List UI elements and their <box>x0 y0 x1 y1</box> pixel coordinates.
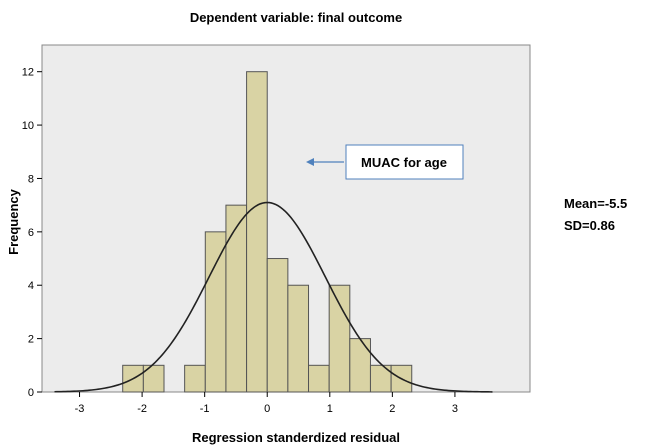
x-tick-label: 2 <box>389 403 395 415</box>
y-tick-label: 10 <box>22 120 34 132</box>
stats-sd: SD=0.86 <box>564 218 615 233</box>
annotation-label: MUAC for age <box>361 155 447 170</box>
chart-title: Dependent variable: final outcome <box>190 10 402 25</box>
x-tick-label: -1 <box>200 403 210 415</box>
x-tick-label: 3 <box>452 403 458 415</box>
histogram-bar <box>204 231 227 393</box>
normal-curve <box>54 201 493 393</box>
arrowhead-icon <box>306 158 314 166</box>
x-tick-label: 0 <box>264 403 270 415</box>
annotation-box <box>345 144 464 180</box>
y-tick-label: 2 <box>28 334 34 346</box>
y-tick-label: 12 <box>22 67 34 79</box>
stats-mean: Mean=-5.5 <box>564 196 627 211</box>
histogram-bar <box>266 258 289 393</box>
histogram-bar <box>184 364 206 393</box>
x-tick-label: -2 <box>137 403 147 415</box>
histogram-bar <box>287 284 310 393</box>
y-axis: 0 2 4 6 8 10 12 <box>22 67 42 399</box>
x-axis-label: Regression standerdized residual <box>192 430 400 445</box>
y-axis-label: Frequency <box>6 188 21 255</box>
histogram-bar <box>225 204 248 393</box>
histogram-bar <box>349 338 371 393</box>
y-tick-label: 8 <box>28 173 34 185</box>
x-tick-label: 1 <box>327 403 333 415</box>
histogram-bar <box>246 71 268 393</box>
x-tick-label: -3 <box>75 403 85 415</box>
y-tick-label: 0 <box>28 387 34 399</box>
y-tick-label: 6 <box>28 227 34 239</box>
histogram-bar <box>328 284 351 393</box>
x-axis: -3 -2 -1 0 1 2 3 <box>75 392 458 415</box>
annotation-callout: MUAC for age <box>306 144 464 180</box>
histogram-bar <box>308 364 330 393</box>
histogram-bars <box>122 71 413 393</box>
histogram-bar <box>142 364 165 393</box>
y-tick-label: 4 <box>28 280 34 292</box>
